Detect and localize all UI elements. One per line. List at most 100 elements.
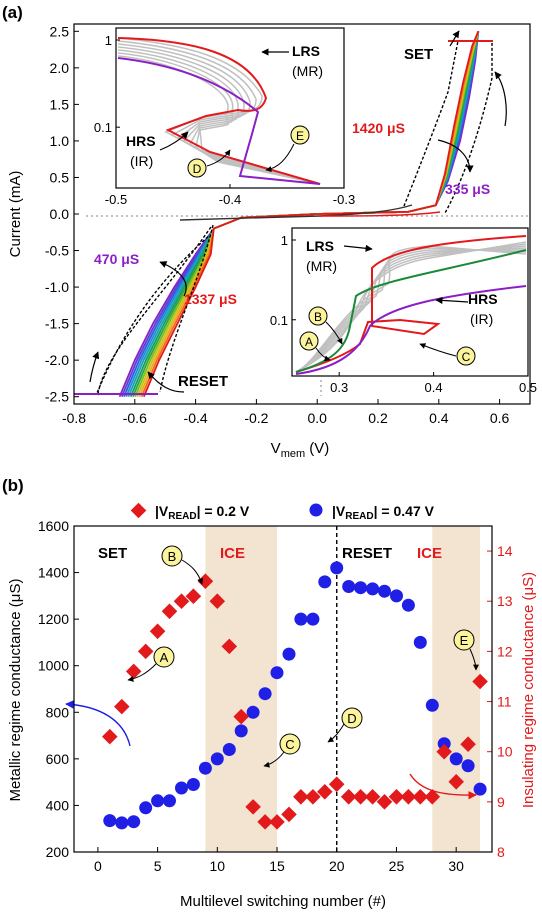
panel-b-ticks: 0 5 10 15 20 25 30 200 400 600 800 1000 1200 1400 1600… — [38, 518, 513, 874]
inset-br-hrs-sub: (IR) — [470, 311, 493, 327]
inset-tl-ticks: -0.5 -0.4 -0.3 1 0.1 — [94, 33, 355, 207]
a-ytick-label: 1.5 — [50, 96, 70, 112]
inset-tl-hrs-sub: (IR) — [130, 153, 153, 169]
blue-circle-point — [401, 598, 415, 612]
legend-red-label: |VREAD| = 0.2 V — [155, 503, 250, 522]
blue-circle-point — [366, 582, 380, 596]
blue-circle-point — [378, 584, 391, 598]
panel-a-plot-frame — [73, 23, 531, 405]
a-ytick-label: 0.0 — [50, 206, 70, 222]
callout-b: B — [161, 545, 204, 585]
reset-label: RESET — [178, 373, 228, 390]
reset-down-arrow — [147, 371, 185, 393]
blue-circle-point — [175, 781, 188, 795]
blue-circle-point — [222, 743, 236, 756]
panel-a: (a) -0.8 -0.6 -0.4 -0.2 0.0 0.2 0.4 0.6 -2.5 -2.0… — [2, 3, 537, 460]
legend-blue-label: |VREAD| = 0.47 V — [332, 503, 435, 522]
reset-curve-family — [118, 213, 318, 398]
a-xtick-label: -0.2 — [244, 410, 268, 426]
b-ytick-left-label: 1600 — [38, 518, 69, 534]
callout-b-circle — [161, 545, 183, 567]
inset-tl-hrs-arrow — [159, 131, 189, 151]
blue-circle-point — [449, 752, 463, 766]
b-ytick-right-label: 9 — [497, 794, 505, 810]
reset-curve — [143, 213, 318, 398]
callout-e: E — [453, 629, 479, 671]
red-diamond-point — [197, 573, 214, 589]
b-ytick-right-label: 13 — [497, 593, 513, 609]
inset-xtick-label: -0.4 — [219, 192, 241, 207]
region-ice2-label: ICE — [417, 545, 442, 562]
inset-ytick-label: 0.1 — [270, 313, 288, 328]
inset-tl-red-curve — [117, 37, 321, 185]
panel-a-xlabel-sub: mem — [281, 448, 305, 460]
red-diamond-point — [209, 593, 226, 609]
low-current-trace-2 — [319, 211, 441, 217]
ice-bands — [205, 526, 481, 852]
set-curve — [317, 30, 480, 215]
a-ytick-label: 1.0 — [50, 133, 70, 149]
a-ytick-label: 0.5 — [50, 169, 70, 185]
blue-circle-point — [151, 794, 165, 808]
legend-blue-sub: READ — [345, 511, 373, 522]
inset-tl-callout-e-text: E — [296, 129, 304, 143]
inset-tl-gray-curve — [117, 37, 321, 185]
b-ytick-right-label: 14 — [497, 543, 513, 559]
b-ytick-right-label: 8 — [497, 844, 505, 860]
set-low-label: 335 μS — [445, 181, 490, 197]
inset-xtick-label: 0.5 — [519, 380, 537, 395]
blue-circle-point — [306, 612, 320, 626]
panel-a-label: (a) — [2, 3, 23, 22]
callout-e-text: E — [460, 633, 469, 648]
blue-circle-point — [473, 782, 487, 796]
red-diamond-point — [221, 638, 238, 655]
blue-circle-point — [390, 589, 403, 603]
a-xtick-label: 0.4 — [429, 410, 449, 426]
inset-br-hrs-arrow — [435, 296, 469, 304]
ice-band — [432, 526, 481, 852]
inset-tl-purple-curve — [117, 57, 321, 185]
panel-a-xlabel: Vmem (V) — [271, 440, 330, 460]
reset-up-arrow — [89, 351, 100, 383]
set-conductance-arrow — [437, 139, 474, 173]
inset-tl-callout-e — [290, 125, 310, 145]
b-ytick-left-label: 400 — [46, 797, 70, 813]
a-ytick-label: -2.5 — [45, 389, 69, 405]
b-xtick-label: 20 — [329, 858, 345, 874]
inset-ytick-label: 0.1 — [94, 120, 112, 135]
red-diamond-point — [125, 663, 142, 680]
a-xtick-label: 0.2 — [368, 410, 388, 426]
callout-b-arrow — [181, 559, 204, 585]
b-xtick-label: 25 — [389, 858, 405, 874]
a-xtick-label: -0.4 — [184, 410, 208, 426]
panel-b-legend: |VREAD| = 0.2 V |VREAD| = 0.47 V — [130, 502, 435, 522]
callout-a-circle — [153, 646, 175, 668]
set-curve-family — [317, 30, 480, 215]
blue-circle-point — [139, 801, 153, 815]
inset-br-gray-curve — [295, 247, 527, 373]
region-reset-label: RESET — [342, 545, 392, 562]
inset-xtick-label: 0.3 — [330, 380, 348, 395]
red-diamond-point — [161, 603, 178, 620]
inset-br-callout-b-arrow — [325, 321, 343, 345]
reset-low-label: 470 μS — [94, 251, 139, 267]
b-ytick-right-label: 10 — [497, 744, 513, 760]
panel-b-xlabel: Multilevel switching number (#) — [180, 893, 386, 910]
inset-ytick-label: 1 — [281, 233, 288, 248]
callout-c-text: C — [285, 737, 294, 752]
inset-br-callout-a-arrow — [315, 347, 331, 362]
inset-tl-callout-d-arrow — [206, 149, 231, 167]
b-xtick-label: 15 — [269, 858, 285, 874]
legend-blue-suffix: | = 0.47 V — [374, 503, 435, 519]
b-ytick-left-label: 600 — [46, 751, 70, 767]
b-xtick-label: 5 — [154, 858, 162, 874]
inset-br-callout-a — [299, 331, 319, 351]
inset-tl-gray-curve — [117, 46, 321, 185]
red-diamond-point — [328, 776, 345, 793]
a-ytick-label: -0.5 — [45, 243, 69, 259]
red-diamond-point — [281, 806, 297, 823]
blue-circle-point — [115, 816, 129, 830]
inset-br-callout-c — [456, 346, 476, 366]
